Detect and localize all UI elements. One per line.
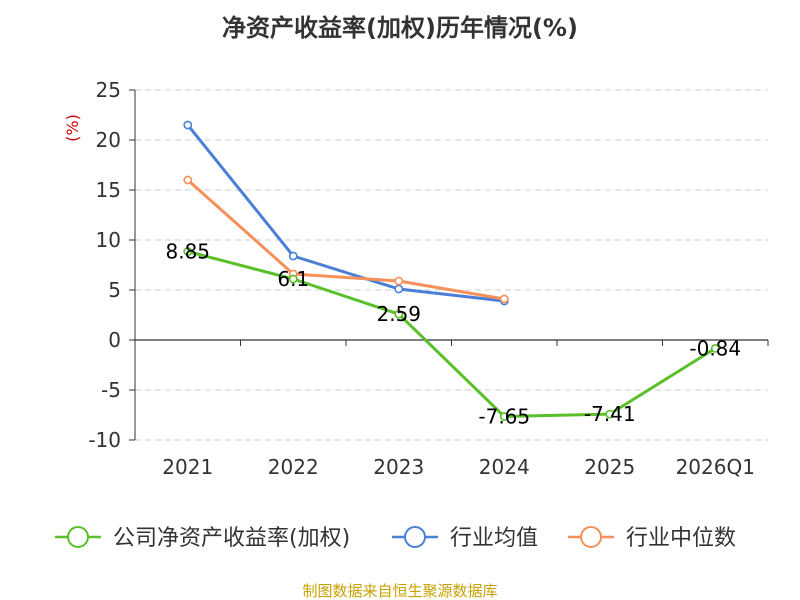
legend-label-1: 行业均值 [450, 526, 538, 551]
legend-marker-2 [580, 526, 602, 548]
y-tick-label-5: 5 [108, 278, 121, 302]
data-point-s1-0 [183, 120, 193, 130]
legend: 公司净资产收益率(加权) 行业均值 行业中位数 [55, 526, 736, 551]
x-tick-label-2021: 2021 [162, 455, 213, 479]
x-tick-label-2025: 2025 [584, 455, 635, 479]
data-point-s0-1 [288, 274, 298, 284]
data-labels: 8.85 6.1 2.59 -7.65 -7.41 -0.84 [165, 240, 741, 429]
data-point-s2-3 [499, 294, 509, 304]
y-tick-label-25: 25 [96, 78, 121, 102]
legend-item-0: 公司净资产收益率(加权) [55, 526, 350, 551]
series-lines [183, 120, 720, 421]
data-label-5: -0.84 [689, 336, 741, 360]
data-label-1: 6.1 [277, 267, 309, 291]
data-label-2: 2.59 [376, 302, 421, 326]
x-tick-label-2023: 2023 [373, 455, 424, 479]
data-point-s2-0 [183, 175, 193, 185]
y-tick-label--10: -10 [88, 428, 121, 452]
series-line-1 [186, 124, 505, 303]
data-point-s0-3 [499, 412, 509, 421]
grid-lines [135, 89, 768, 441]
y-tick-label-20: 20 [96, 128, 121, 152]
y-tick-label--5: -5 [101, 378, 121, 402]
series-line-0 [187, 250, 717, 418]
y-tick-label-10: 10 [96, 228, 121, 252]
data-label-0: 8.85 [165, 240, 210, 264]
legend-marker-0 [67, 526, 89, 548]
data-point-s1-2 [394, 284, 404, 294]
data-point-s0-5 [710, 343, 720, 353]
data-point-s1-1 [288, 251, 298, 261]
data-label-3: -7.65 [478, 405, 530, 429]
legend-marker-1 [404, 526, 426, 548]
legend-label-2: 行业中位数 [626, 526, 736, 551]
series-line-2 [186, 178, 505, 301]
y-tick-label-15: 15 [96, 178, 121, 202]
data-point-s0-4 [605, 409, 615, 419]
y-tick-label-0: 0 [108, 328, 121, 352]
legend-label-0: 公司净资产收益率(加权) [113, 526, 350, 551]
legend-item-2: 行业中位数 [568, 526, 736, 551]
legend-item-1: 行业均值 [392, 526, 538, 551]
x-tick-label-2024: 2024 [479, 455, 530, 479]
data-point-s0-2 [394, 309, 404, 319]
chart-title: 净资产收益率(加权)历年情况(%) [222, 14, 578, 42]
data-point-s0-0 [183, 247, 193, 256]
data-point-s2-2 [394, 276, 404, 286]
x-tick-label-2022: 2022 [268, 455, 319, 479]
y-axis-label: (%) [63, 114, 82, 142]
source-note: 制图数据来自恒生聚源数据库 [302, 582, 497, 600]
axes: 25 20 15 10 5 0 -5 -10 2021 2022 2023 2024 2025 2026Q… [88, 78, 769, 479]
x-tick-label-2026Q1: 2026Q1 [676, 455, 755, 479]
data-label-4: -7.41 [584, 402, 636, 426]
